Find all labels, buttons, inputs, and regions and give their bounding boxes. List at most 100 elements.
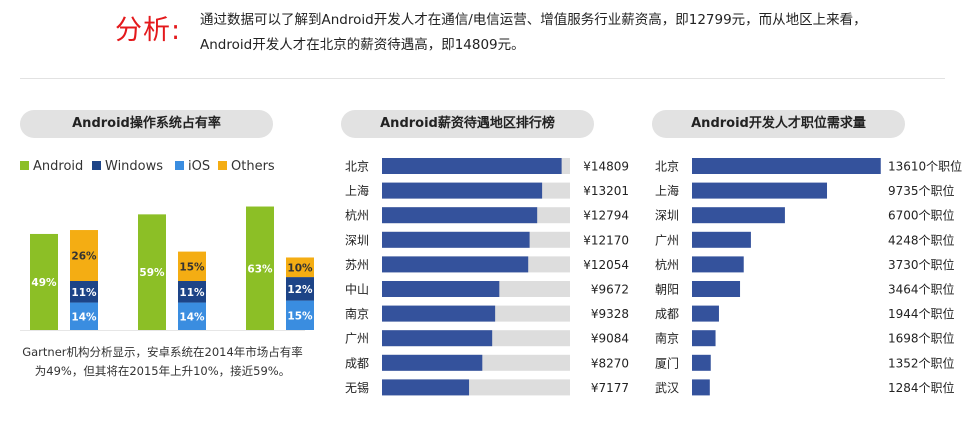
category-label-4: 广州 [655, 233, 679, 247]
legend-label-windows: Windows [105, 159, 163, 174]
value-label-7: 1944个职位 [888, 306, 955, 321]
category-label-3: 杭州 [345, 208, 369, 223]
label-others-3: 10% [287, 262, 313, 274]
value-label-1: ¥14809 [583, 160, 629, 174]
category-label-6: 中山 [345, 282, 369, 297]
category-label-3: 深圳 [655, 209, 679, 223]
header-divider [20, 78, 945, 79]
bar-others-1 [70, 230, 98, 281]
category-label-9: 成都 [345, 356, 369, 370]
bar-android-3 [246, 206, 274, 330]
value-label-10: ¥7177 [591, 381, 629, 395]
category-label-5: 杭州 [655, 257, 679, 272]
label-windows-1: 11% [71, 287, 97, 299]
category-label-1: 北京 [345, 160, 369, 174]
bar-windows-3 [286, 277, 314, 301]
value-label-2: 9735个职位 [888, 183, 955, 198]
category-label-2: 上海 [345, 183, 369, 198]
legend-swatch-windows [92, 161, 101, 170]
market-share-chart: Android Windows iOS Others 49% 14% 11% 26% 59% 14… [20, 150, 314, 335]
category-label-7: 南京 [345, 306, 369, 321]
job-demand-chart: 北京 13610个职位上海 9735个职位深圳 6700个职位广州 4248个职位杭州 3… [655, 150, 962, 405]
category-label-10: 无锡 [345, 380, 369, 395]
bar-ios-1 [70, 302, 98, 330]
category-label-4: 深圳 [345, 233, 369, 247]
bar-1 [382, 158, 562, 174]
value-label-8: ¥9084 [591, 332, 629, 346]
value-label-9: 1352个职位 [888, 355, 955, 370]
legend-label-others: Others [231, 159, 275, 174]
salary-ranking-chart: 北京 ¥14809 上海 ¥13201 杭州 ¥12794 深圳 ¥12170 苏州 ¥12054… [345, 150, 635, 405]
value-label-6: 3464个职位 [888, 282, 955, 297]
bar-4 [382, 231, 530, 248]
label-others-2: 15% [179, 261, 205, 273]
bar-others-3 [286, 257, 314, 278]
analysis-label: 分析: [115, 15, 182, 46]
category-label-10: 武汉 [655, 381, 679, 395]
bar-3 [692, 207, 785, 224]
bar-8 [692, 330, 716, 347]
bar-6 [382, 281, 500, 297]
bar-others-2 [178, 251, 206, 281]
market-share-title: Android操作系统占有率 [20, 110, 273, 138]
value-label-4: ¥12170 [583, 233, 629, 247]
bar-windows-2 [178, 281, 206, 303]
category-label-9: 厦门 [655, 355, 679, 370]
value-label-9: ¥8270 [591, 356, 629, 370]
category-label-1: 北京 [655, 160, 679, 174]
bar-9 [382, 354, 483, 371]
bar-9 [692, 354, 711, 371]
bar-7 [692, 305, 719, 322]
bar-4 [692, 231, 751, 248]
category-label-6: 朝阳 [655, 283, 679, 297]
label-ios-3: 15% [287, 310, 313, 322]
label-others-1: 26% [71, 251, 97, 263]
value-label-2: ¥13201 [583, 184, 629, 198]
market-share-caption: Gartner机构分析显示，安卓系统在2014年市场占有率为49%，但其将在20… [22, 345, 303, 378]
value-label-5: ¥12054 [583, 258, 629, 272]
value-label-6: ¥9672 [591, 283, 629, 297]
bar-10 [382, 379, 470, 396]
value-label-3: ¥12794 [583, 209, 629, 223]
value-label-8: 1698个职位 [888, 331, 955, 346]
analysis-text: 通过数据可以了解到Android开发人才在通信/电信运营、增值服务行业薪资高，即… [200, 12, 867, 53]
bar-ios-2 [178, 302, 206, 330]
bar-3 [382, 207, 538, 224]
bar-android-2 [138, 214, 166, 330]
legend-label-android: Android [33, 159, 83, 174]
salary-ranking-title: Android薪资待遇地区排行榜 [341, 110, 594, 138]
value-label-1: 13610个职位 [888, 159, 962, 174]
bar-2 [382, 182, 543, 199]
category-label-2: 上海 [655, 183, 679, 198]
bar-5 [692, 256, 744, 273]
label-android-2: 59% [139, 267, 165, 279]
bar-windows-1 [70, 281, 98, 303]
category-label-7: 成都 [655, 307, 679, 321]
bar-5 [382, 256, 529, 273]
bar-7 [382, 305, 496, 322]
value-label-4: 4248个职位 [888, 232, 955, 247]
label-android-3: 63% [247, 263, 273, 275]
bar-2 [692, 182, 828, 199]
bar-ios-3 [286, 300, 314, 330]
category-label-5: 苏州 [345, 258, 369, 272]
value-label-7: ¥9328 [591, 307, 629, 321]
label-windows-3: 12% [287, 284, 313, 296]
label-windows-2: 11% [179, 287, 205, 299]
job-demand-title: Android开发人才职位需求量 [652, 110, 905, 138]
value-label-5: 3730个职位 [888, 257, 955, 272]
value-label-3: 6700个职位 [888, 208, 955, 223]
bar-android-1 [30, 233, 58, 330]
bar-10 [692, 379, 710, 396]
category-label-8: 南京 [655, 331, 679, 346]
legend-swatch-ios [175, 161, 184, 170]
label-ios-1: 14% [71, 311, 97, 323]
legend-label-ios: iOS [188, 159, 210, 174]
category-label-8: 广州 [345, 332, 369, 346]
legend-swatch-others [218, 161, 227, 170]
bar-1 [692, 158, 881, 174]
label-android-1: 49% [31, 277, 57, 289]
value-label-10: 1284个职位 [888, 380, 955, 395]
legend-swatch-android [20, 161, 29, 170]
label-ios-2: 14% [179, 311, 205, 323]
